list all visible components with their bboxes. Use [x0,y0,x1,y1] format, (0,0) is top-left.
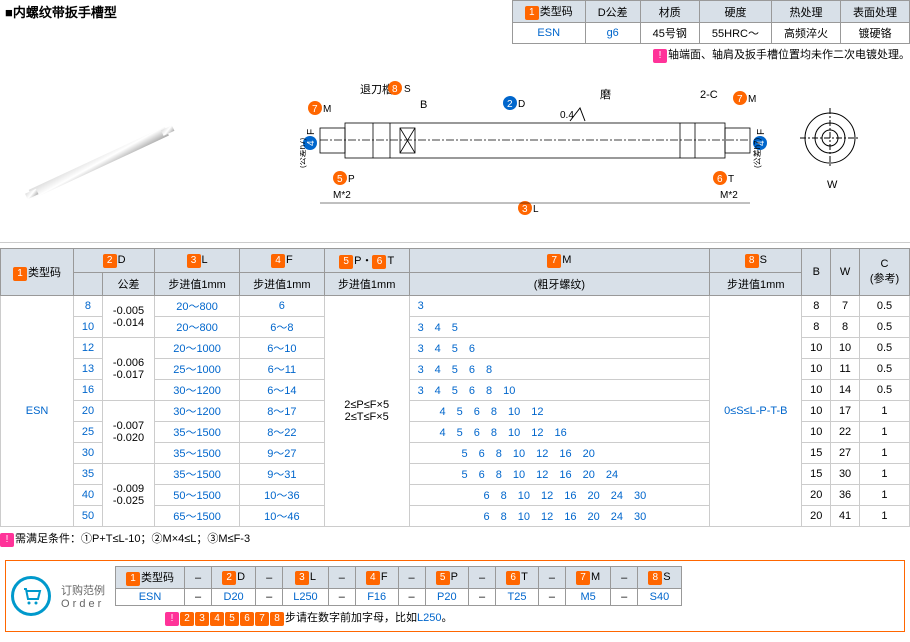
main-data-table: 1类型码 2D 3L 4F 5P・6T 7M 8S B W C(参考) 公差 步… [0,248,910,527]
svg-text:P: P [348,174,355,185]
product-photo [10,93,210,233]
svg-text:D: D [518,99,525,110]
svg-text:M*2: M*2 [720,190,738,201]
spec-note: !轴端面、轴肩及扳手槽位置均未作二次电镀处理。 [653,46,910,63]
cart-icon [11,576,51,616]
svg-text:F: F [306,129,317,135]
svg-text:S: S [404,84,411,95]
svg-text:2: 2 [507,99,513,110]
svg-text:7: 7 [737,94,743,105]
svg-text:2-C: 2-C [700,89,718,101]
svg-text:退刀槽: 退刀槽 [360,83,393,96]
svg-text:3: 3 [522,204,528,215]
svg-text:磨: 磨 [600,88,611,101]
svg-text:M*2: M*2 [333,190,351,201]
svg-text:M: M [748,94,756,105]
svg-text:0.4: 0.4 [560,110,574,121]
page-title: ■内螺纹带扳手槽型 [0,0,122,23]
svg-text:8: 8 [392,84,398,95]
technical-drawing: 退刀槽 8S B 2D 磨 0.4 2-C 7M 7M 4F 4F (公差h7)… [300,73,890,243]
svg-text:M: M [323,104,331,115]
order-note: !2345678步请在数字前加字母，比如L250。 [165,609,682,626]
svg-text:4: 4 [306,140,317,146]
order-title: 订购范例O r d e r [61,582,105,610]
title-row: ■内螺纹带扳手槽型 1类型码D公差材质硬度热处理表面处理 ESNg645号钢55… [0,0,910,63]
svg-text:L: L [533,204,539,215]
order-table: 1类型码–2D–3L–4F–5P–6T–7M–8S ESN–D20–L250–F… [115,566,682,606]
conditions-note: !需满足条件：①P+T≤L-10；②M×4≤L；③M≤F-3 [0,527,910,550]
order-example-box: 订购范例O r d e r 1类型码–2D–3L–4F–5P–6T–7M–8S … [5,560,905,632]
svg-text:F: F [756,129,767,135]
diagram-area: 退刀槽 8S B 2D 磨 0.4 2-C 7M 7M 4F 4F (公差h7)… [0,63,910,243]
svg-text:5: 5 [337,174,343,185]
svg-text:7: 7 [312,104,318,115]
svg-text:6: 6 [717,174,723,185]
svg-text:(公差h7): (公差h7) [300,137,307,168]
svg-text:T: T [728,174,734,185]
svg-text:B: B [420,99,427,111]
svg-text:W: W [827,179,838,191]
svg-text:(公差h7): (公差h7) [752,137,762,168]
spec-table: 1类型码D公差材质硬度热处理表面处理 ESNg645号钢55HRC～高频淬火镀硬… [512,0,910,44]
